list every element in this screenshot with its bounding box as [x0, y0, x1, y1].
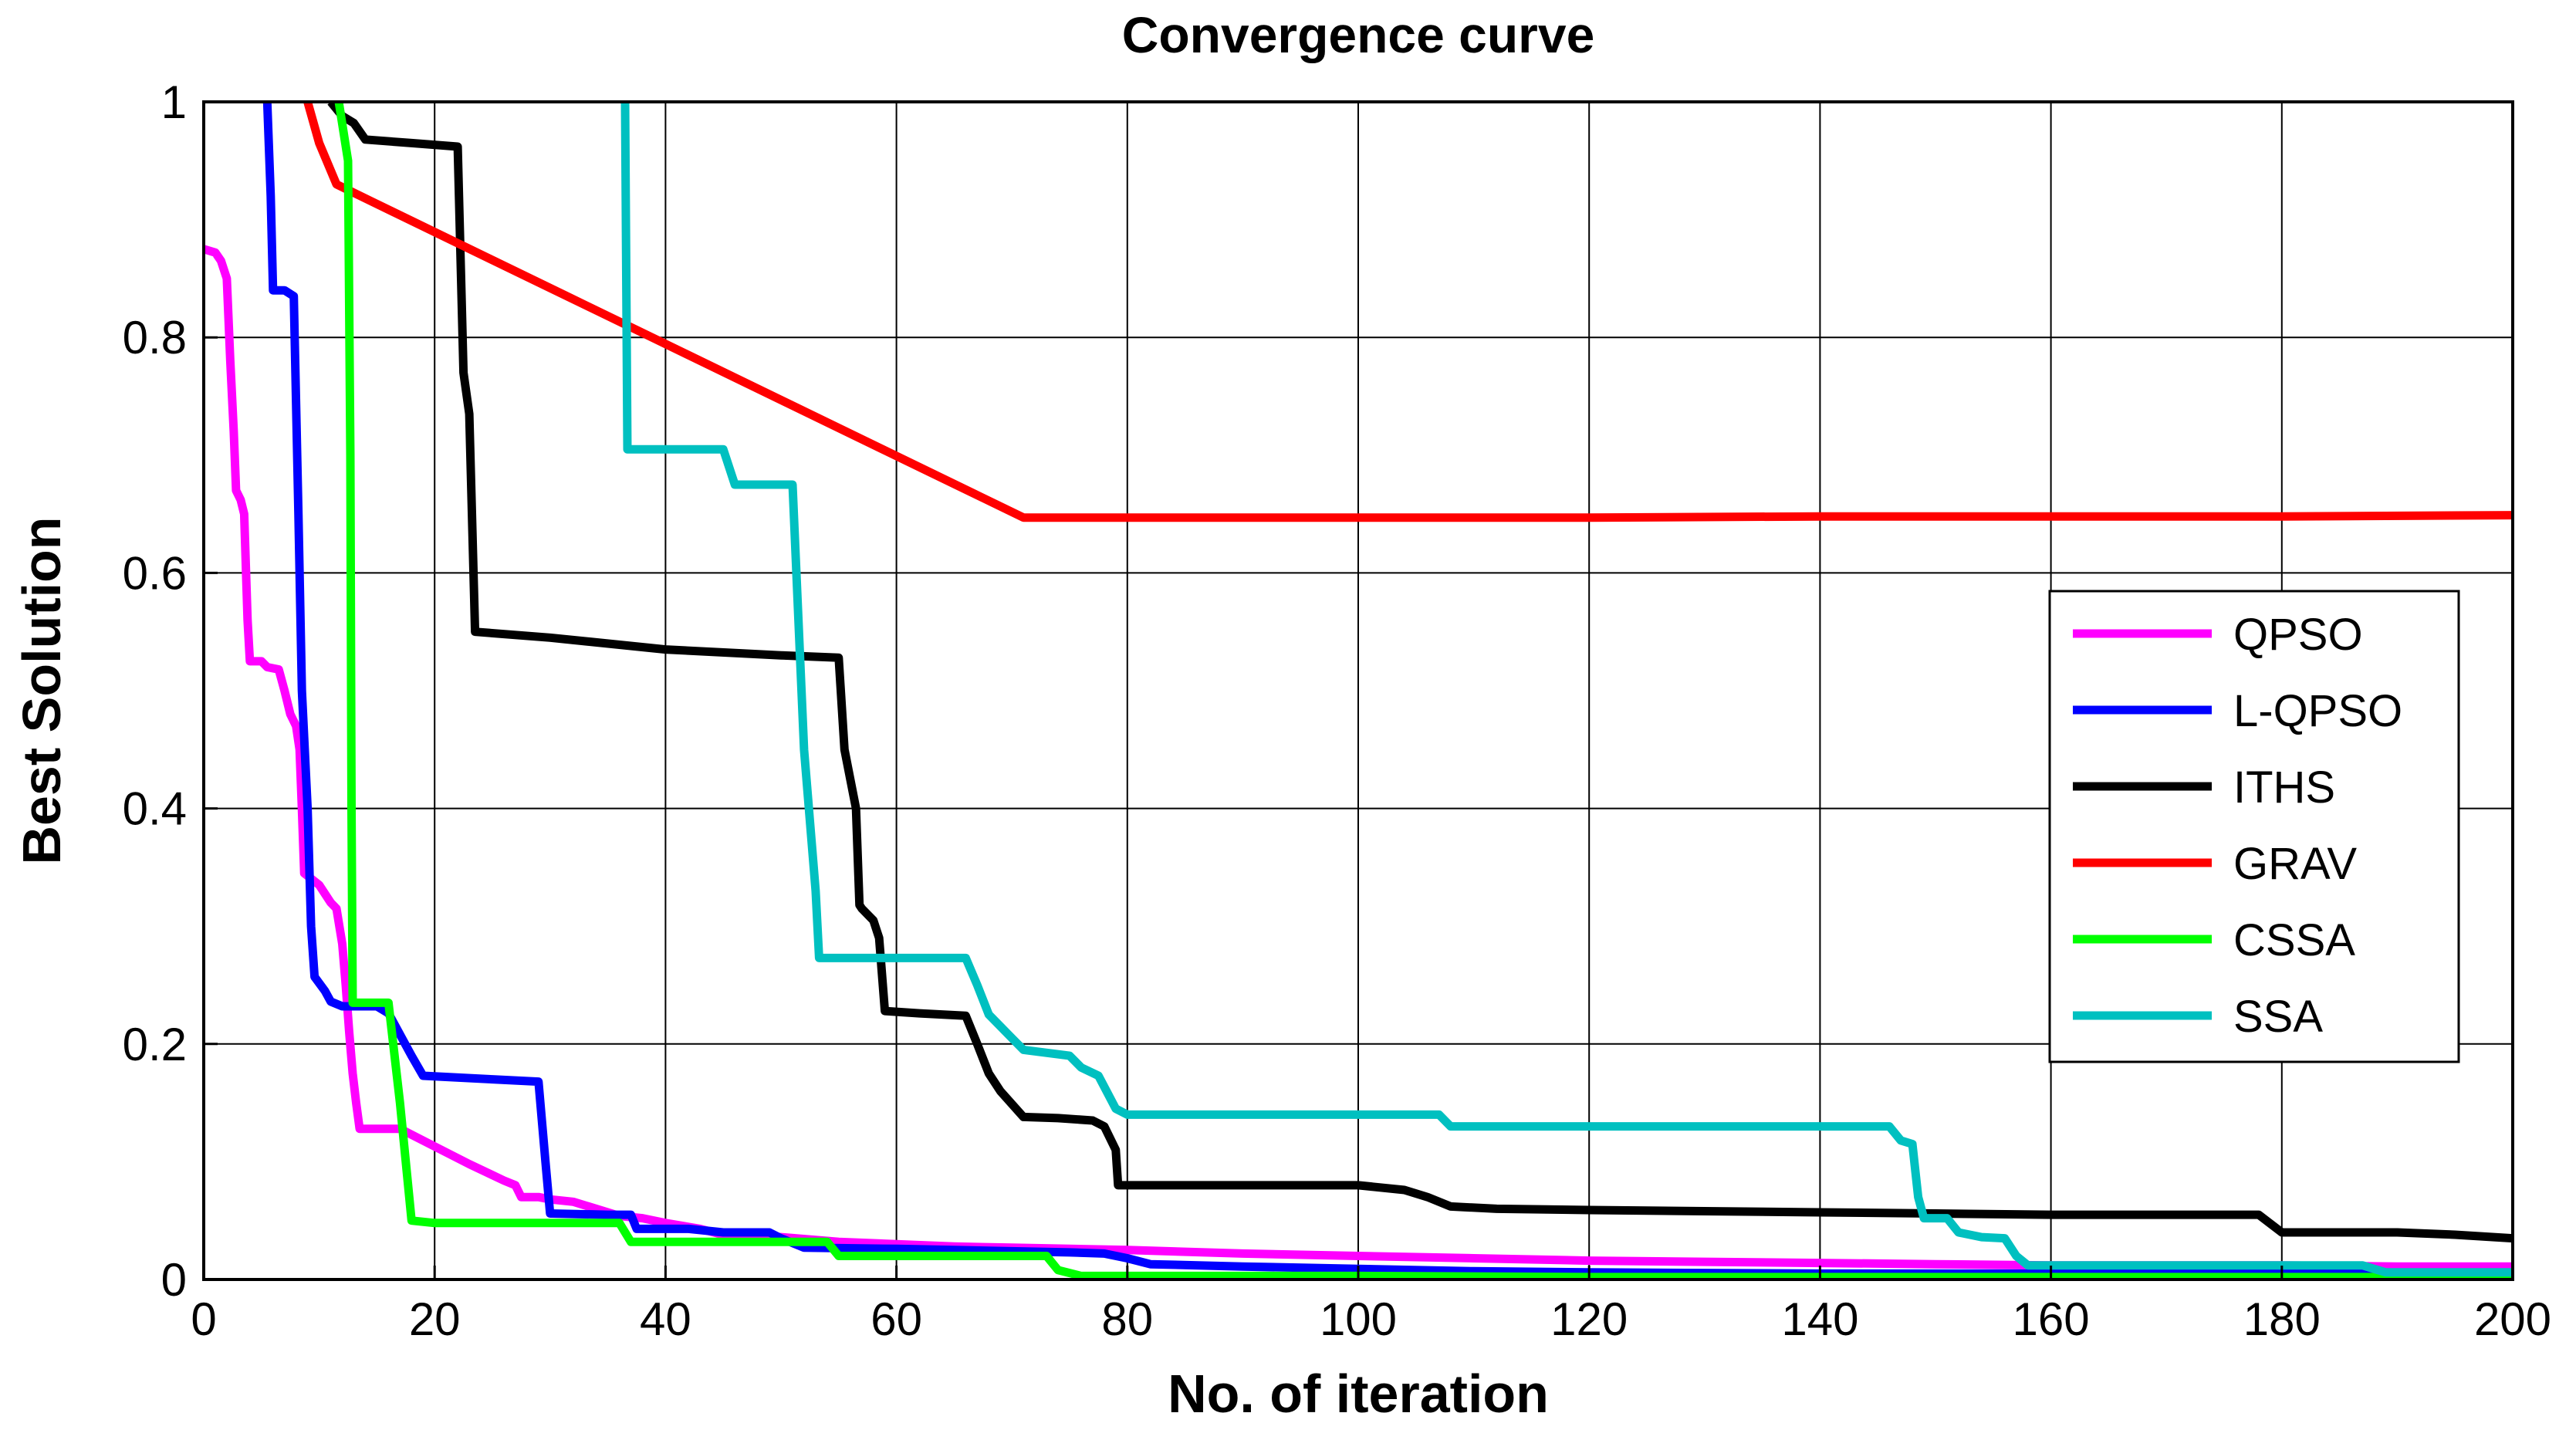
y-axis-label: Best Solution — [12, 516, 72, 864]
x-tick-label: 180 — [2243, 1293, 2321, 1345]
y-tick-label: 0.8 — [123, 312, 187, 363]
series-line-grav — [303, 102, 2513, 522]
axis-ticks: 0 20 40 60 80 100 120 140 160 180 200 0 0.2 0.4 0.6 0.8… — [123, 76, 2551, 1345]
x-tick-label: 200 — [2474, 1293, 2551, 1345]
legend-label-iths: ITHS — [2233, 762, 2335, 813]
x-tick-label: 120 — [1550, 1293, 1628, 1345]
legend-box — [2048, 590, 2460, 1063]
legend: QPSO L-QPSO ITHS GRAV CSSA SSA — [2048, 590, 2460, 1063]
y-tick-label: 0.2 — [123, 1019, 187, 1070]
series-line-l-qpso — [262, 102, 2513, 1278]
legend-label-l-qpso: L-QPSO — [2233, 686, 2402, 736]
y-tick-label: 1 — [161, 76, 187, 128]
series-line-iths — [327, 102, 2513, 1243]
x-tick-label: 140 — [1781, 1293, 1858, 1345]
series-line-cssa — [334, 102, 2513, 1279]
y-tick-label: 0.6 — [123, 547, 187, 599]
chart-title: Convergence curve — [1122, 6, 1595, 63]
x-tick-label: 40 — [640, 1293, 691, 1345]
series-line-qpso — [204, 245, 2513, 1271]
series-lines — [204, 102, 2513, 1279]
x-tick-label: 0 — [191, 1293, 216, 1345]
legend-label-qpso: QPSO — [2233, 610, 2363, 660]
x-tick-label: 60 — [870, 1293, 922, 1345]
legend-label-ssa: SSA — [2233, 992, 2323, 1042]
x-tick-label: 160 — [2013, 1293, 2090, 1345]
x-tick-label: 100 — [1320, 1293, 1397, 1345]
series-line-ssa — [620, 102, 2513, 1277]
x-tick-label: 20 — [409, 1293, 461, 1345]
y-tick-label: 0.4 — [123, 783, 187, 835]
legend-label-grav: GRAV — [2233, 839, 2357, 889]
x-tick-label: 80 — [1101, 1293, 1153, 1345]
legend-label-cssa: CSSA — [2233, 915, 2355, 965]
x-axis-label: No. of iteration — [1168, 1364, 1549, 1424]
y-tick-label: 0 — [161, 1254, 187, 1306]
